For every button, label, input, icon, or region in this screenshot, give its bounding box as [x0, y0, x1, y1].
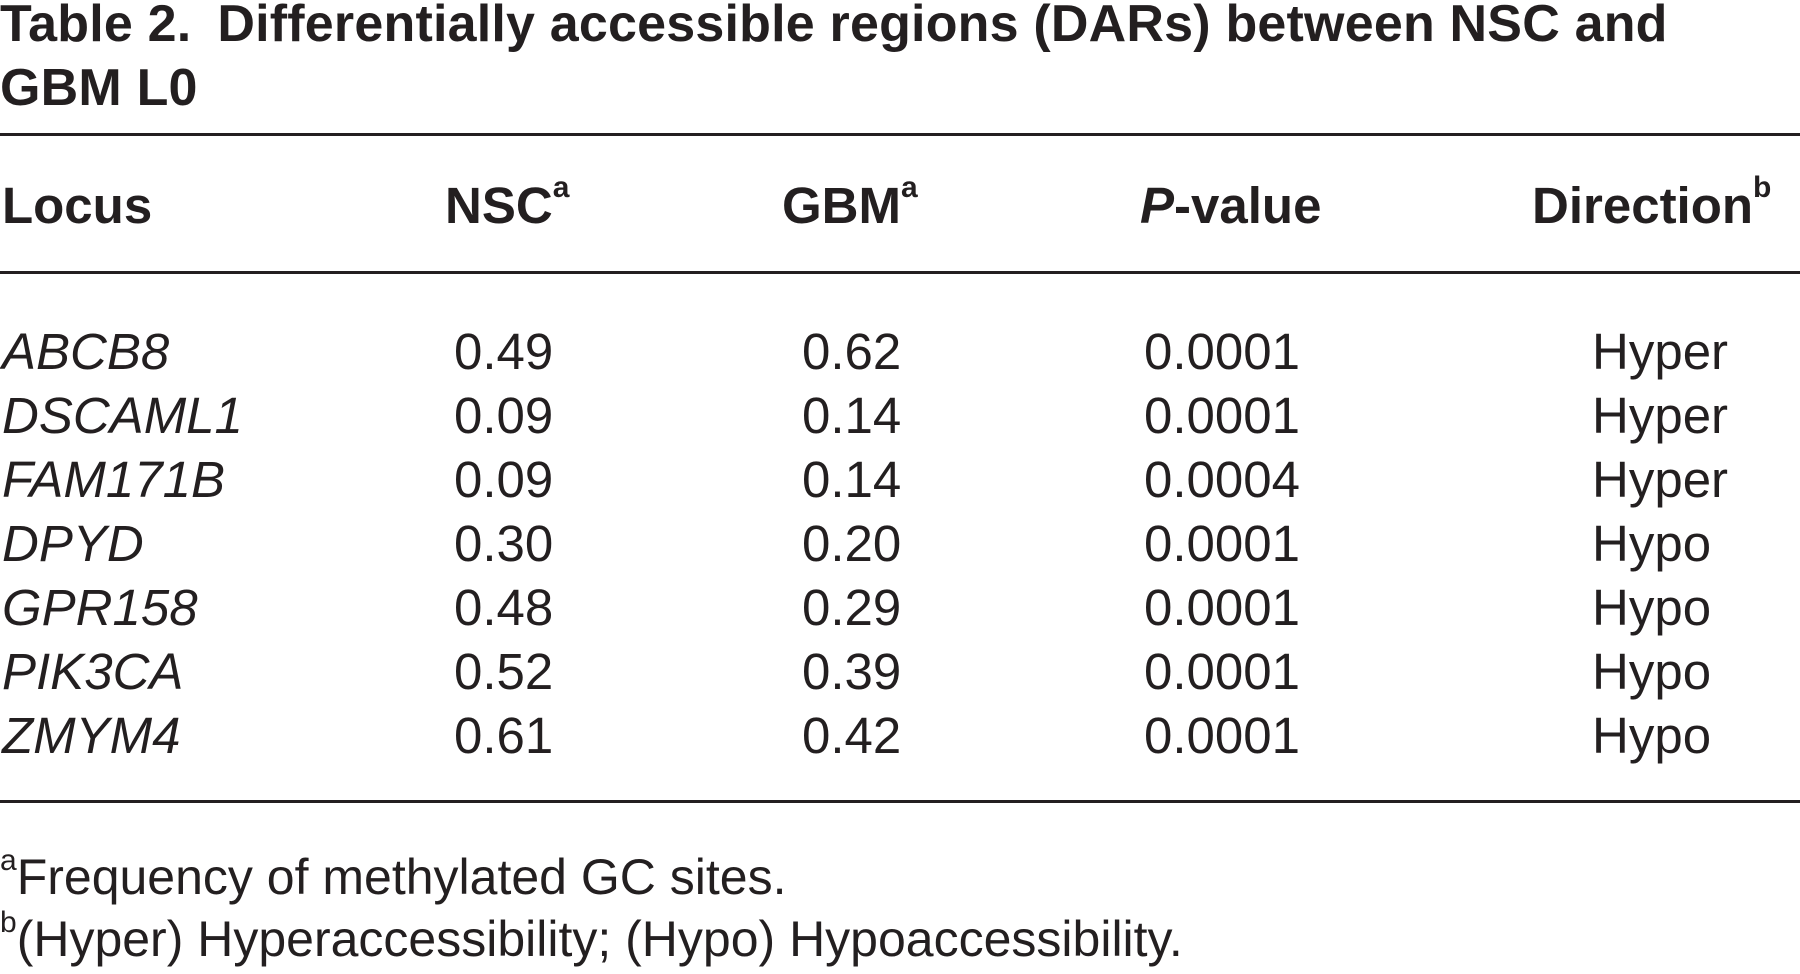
cell-gbm: 0.14: [802, 387, 902, 444]
cell-pvalue: 0.0001: [1144, 707, 1300, 764]
cell-gbm: 0.14: [802, 451, 902, 508]
cell-nsc: 0.49: [454, 323, 554, 380]
cell-direction: Hypo: [1592, 579, 1712, 636]
header-direction-label: Direction: [1532, 177, 1754, 234]
cell-direction: Hypo: [1592, 707, 1712, 764]
footnote-a-text: Frequency of methylated GC sites.: [16, 849, 787, 905]
table-row: FAM171B 0.09 0.14 0.0004 Hyper: [0, 448, 1800, 512]
cell-gbm: 0.62: [802, 323, 902, 380]
footnote-b: b(Hyper) Hyperaccessibility; (Hypo) Hypo…: [0, 908, 1183, 970]
cell-pvalue: 0.0001: [1144, 387, 1300, 444]
header-gbm-label: GBM: [782, 177, 901, 234]
table-top-rule: [0, 133, 1800, 136]
cell-nsc: 0.09: [454, 387, 554, 444]
cell-gbm: 0.42: [802, 707, 902, 764]
cell-locus: DSCAML1: [2, 387, 243, 444]
table-row: DPYD 0.30 0.20 0.0001 Hypo: [0, 512, 1800, 576]
footnote-b-mark: b: [0, 906, 17, 939]
cell-nsc: 0.48: [454, 579, 554, 636]
header-pvalue-italic: P: [1140, 177, 1175, 234]
header-direction: Directionb: [1532, 173, 1771, 237]
cell-pvalue: 0.0001: [1144, 323, 1300, 380]
cell-locus: FAM171B: [2, 451, 225, 508]
table-header-rule: [0, 271, 1800, 274]
table-row: ZMYM4 0.61 0.42 0.0001 Hypo: [0, 704, 1800, 768]
header-locus: Locus: [2, 175, 152, 237]
cell-gbm: 0.39: [802, 643, 902, 700]
footnote-b-text: (Hyper) Hyperaccessibility; (Hypo) Hypoa…: [16, 911, 1183, 967]
table-title: Differentially accessible regions (DARs)…: [0, 0, 1668, 117]
header-pvalue-label: -value: [1174, 177, 1322, 234]
table-row: PIK3CA 0.52 0.39 0.0001 Hypo: [0, 640, 1800, 704]
footnote-a: aFrequency of methylated GC sites.: [0, 846, 786, 908]
header-gbm: GBMa: [782, 173, 918, 237]
cell-pvalue: 0.0001: [1144, 643, 1300, 700]
footnote-a-mark: a: [0, 844, 17, 877]
cell-direction: Hypo: [1592, 515, 1712, 572]
cell-gbm: 0.20: [802, 515, 902, 572]
cell-locus: DPYD: [2, 515, 144, 572]
header-gbm-footnote-mark: a: [900, 171, 918, 204]
cell-locus: ZMYM4: [2, 707, 181, 764]
header-locus-label: Locus: [2, 177, 153, 234]
cell-pvalue: 0.0001: [1144, 579, 1300, 636]
cell-pvalue: 0.0004: [1144, 451, 1300, 508]
cell-locus: PIK3CA: [2, 643, 184, 700]
cell-nsc: 0.61: [454, 707, 554, 764]
cell-pvalue: 0.0001: [1144, 515, 1300, 572]
cell-locus: GPR158: [2, 579, 198, 636]
header-nsc-label: NSC: [445, 177, 553, 234]
table-bottom-rule: [0, 800, 1800, 803]
table-row: ABCB8 0.49 0.62 0.0001 Hyper: [0, 320, 1800, 384]
table-caption: Table 2. Differentially accessible region…: [0, 0, 1790, 120]
cell-locus: ABCB8: [2, 323, 170, 380]
header-nsc: NSCa: [445, 173, 569, 237]
cell-nsc: 0.52: [454, 643, 554, 700]
cell-nsc: 0.09: [454, 451, 554, 508]
cell-direction: Hyper: [1592, 387, 1729, 444]
table-row: GPR158 0.48 0.29 0.0001 Hypo: [0, 576, 1800, 640]
table-row: DSCAML1 0.09 0.14 0.0001 Hyper: [0, 384, 1800, 448]
header-nsc-footnote-mark: a: [552, 171, 570, 204]
cell-direction: Hyper: [1592, 323, 1729, 380]
table-label: Table 2.: [0, 0, 192, 53]
cell-direction: Hyper: [1592, 451, 1729, 508]
cell-direction: Hypo: [1592, 643, 1712, 700]
header-pvalue: P-value: [1140, 175, 1321, 237]
cell-gbm: 0.29: [802, 579, 902, 636]
cell-nsc: 0.30: [454, 515, 554, 572]
header-direction-footnote-mark: b: [1753, 171, 1772, 204]
